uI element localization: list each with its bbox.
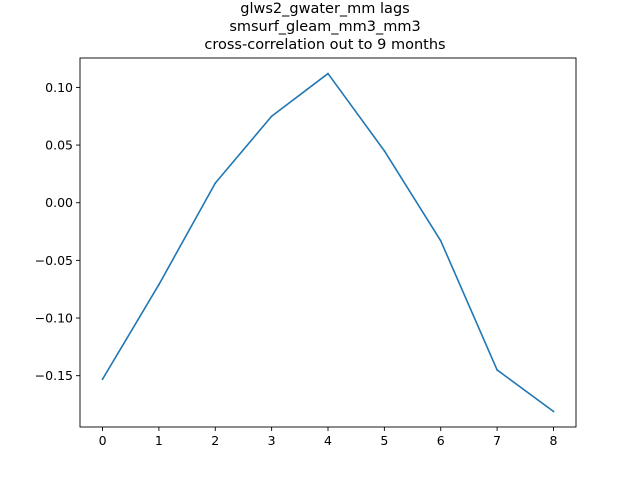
x-tick-label-1: 1 [155,433,163,448]
data-point-0-3 [270,115,273,118]
y-tick-label-3: 0.00 [45,195,73,210]
y-tick-label-2: −0.05 [35,253,73,268]
data-point-0-1 [158,283,160,286]
chart-title: glws2_gwater_mm lags smsurf_gleam_mm3_mm… [204,1,445,53]
series-line-0 [101,72,555,413]
y-tick-label-5: 0.10 [45,80,73,95]
data-point-0-0 [101,378,104,381]
x-tick-label-4: 4 [324,433,332,448]
title-line-1: glws2_gwater_mm lags [240,1,409,17]
y-tick-label-1: −0.10 [35,311,73,326]
data-point-0-4 [327,72,329,75]
x-tick-label-6: 6 [437,433,445,448]
x-tick-label-8: 8 [549,433,557,448]
y-tick-label-4: 0.05 [45,138,73,153]
title-line-2: smsurf_gleam_mm3_mm3 [229,19,420,35]
x-tick-label-0: 0 [99,433,107,448]
x-tick-label-5: 5 [380,433,388,448]
data-point-0-7 [496,369,498,371]
y-tick-label-0: −0.15 [35,368,73,383]
data-point-0-6 [439,239,442,242]
data-point-0-2 [214,182,217,185]
plot-area: 0 1 2 3 4 5 6 7 8 −0.15 −0.10 −0.05 0.00 0.05 0.10 [35,57,577,448]
x-tick-label-2: 2 [211,433,219,448]
x-tick-label-3: 3 [268,433,276,448]
x-tick-label-7: 7 [493,433,501,448]
title-line-3: cross-correlation out to 9 months [204,37,445,53]
axes-frame [79,57,577,428]
data-point-0-8 [552,410,555,413]
data-point-0-5 [383,149,386,152]
